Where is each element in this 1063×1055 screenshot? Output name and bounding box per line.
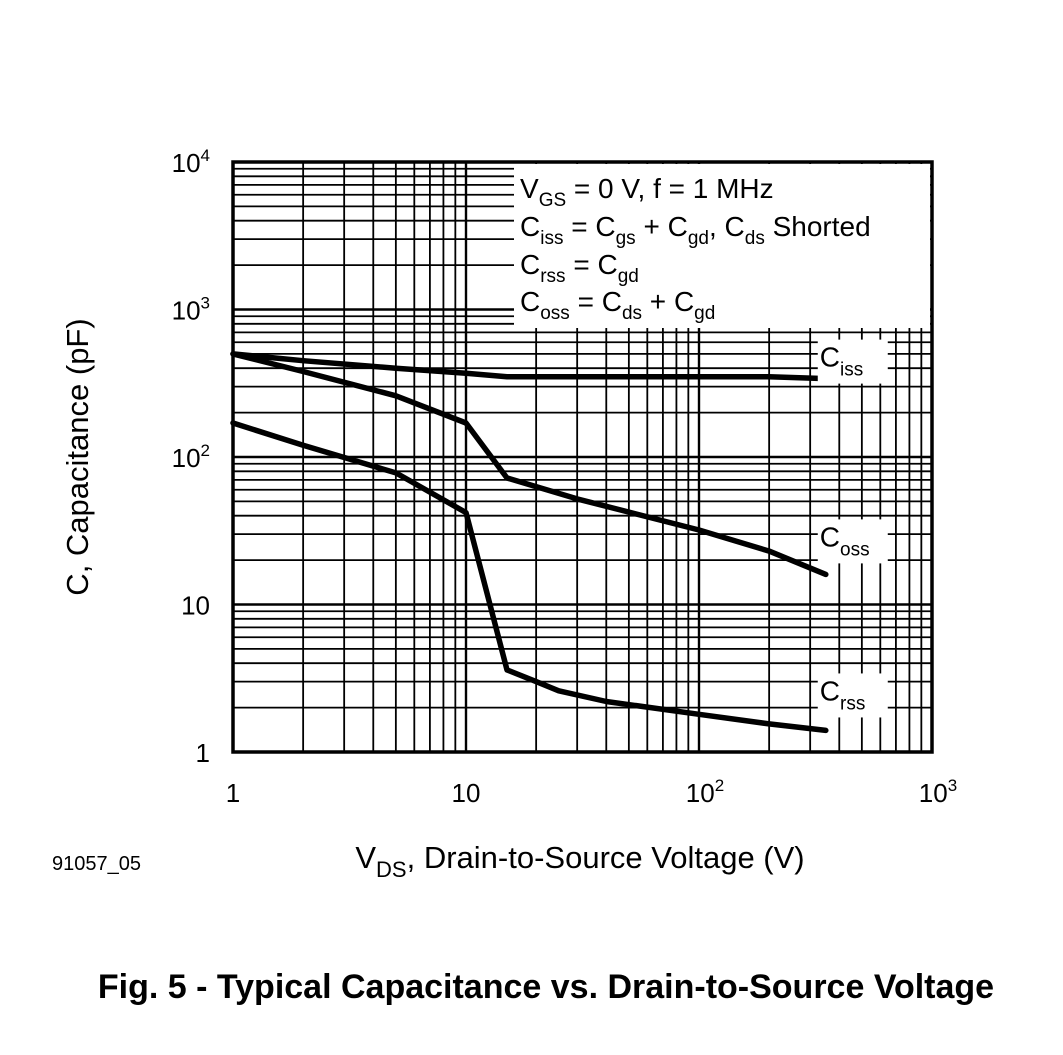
plot-frame [231,160,934,754]
x-tick-label: 10 [452,778,481,808]
series-label-background [817,339,888,384]
y-axis-label: C, Capacitance (pF) [60,318,95,595]
series-line-crss [230,420,829,734]
series-label-background [817,673,888,718]
y-tick-label: 102 [172,441,210,473]
x-tick-labels: 1 10 102 103 [226,776,957,808]
series-line-ciss [230,351,829,382]
figure-caption: Fig. 5 - Typical Capacitance vs. Drain-t… [97,968,995,1006]
series-label-background [817,519,888,564]
series-group [230,351,829,734]
y-tick-labels: 1 10 102 103 104 [172,146,210,768]
series-label-crss: Crss [820,675,866,714]
y-tick-label: 1 [196,738,210,768]
series-line-coss [230,351,829,578]
annotation-line: VGS = 0 V, f = 1 MHz [520,173,774,211]
series-label-ciss: Ciss [820,342,863,381]
annotation-line: Crss = Cgd [520,249,639,287]
y-tick-label: 10 [181,591,210,621]
series-labels: Ciss Coss Crss [817,339,888,718]
annotation-line: Ciss = Cgs + Cgd, Cds Shorted [520,211,871,249]
annotation-background [514,164,930,328]
figure-code: 91057_05 [52,853,141,875]
x-tick-label: 103 [919,776,957,808]
y-tick-label: 104 [172,146,210,178]
annotation-line: Coss = Cds + Cgd [520,286,715,324]
series-label-coss: Coss [820,521,870,560]
x-axis-label: VDS, Drain-to-Source Voltage (V) [355,840,804,882]
x-tick-label: 102 [686,776,724,808]
y-tick-label: 103 [172,294,210,326]
x-tick-label: 1 [226,778,240,808]
